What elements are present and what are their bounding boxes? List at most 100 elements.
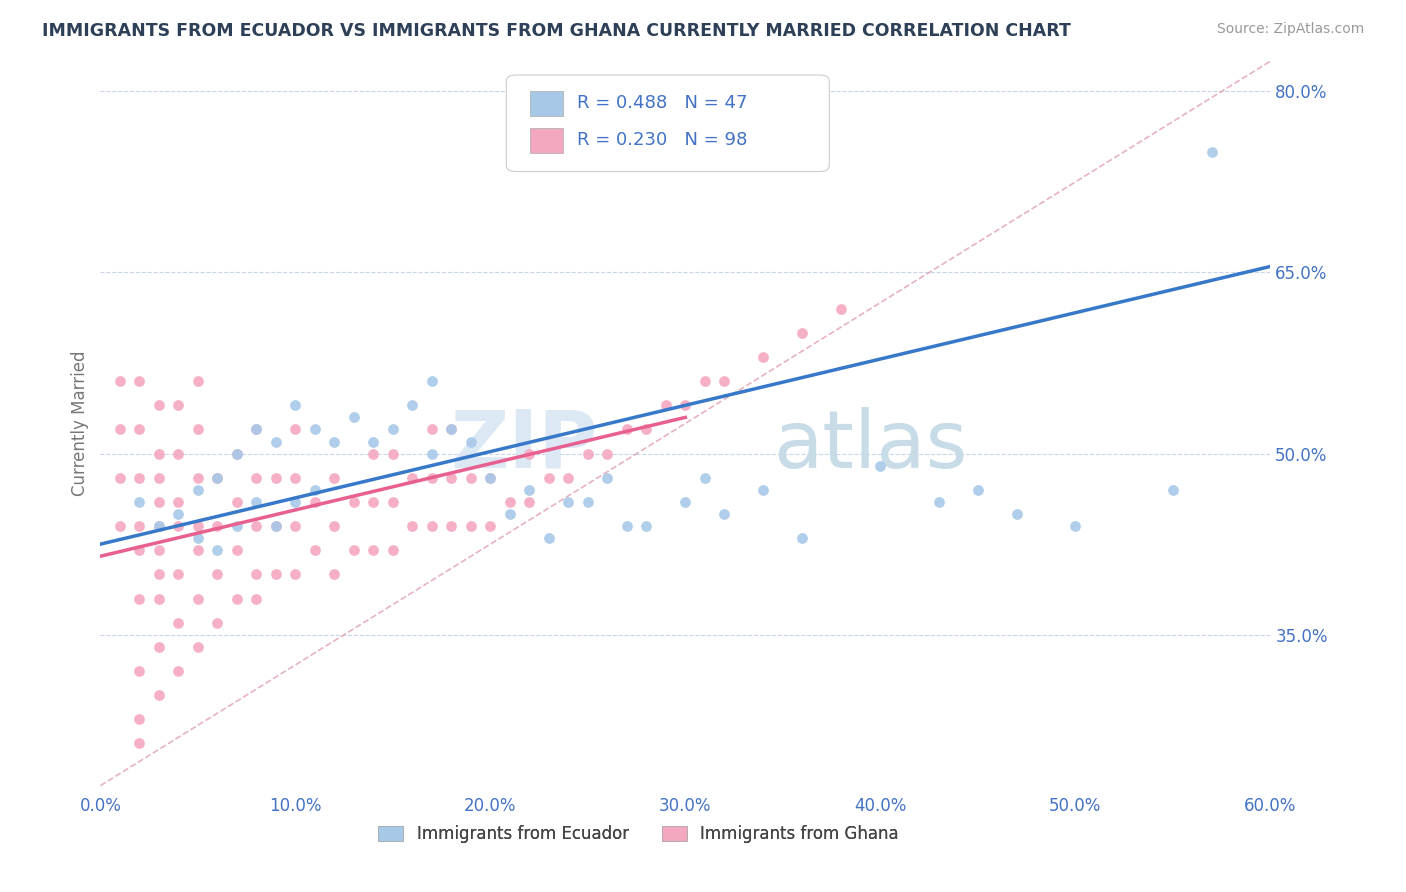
- Point: [343, 495, 366, 509]
- Point: [752, 483, 775, 497]
- Point: [693, 471, 716, 485]
- Point: [479, 471, 502, 485]
- Point: [479, 519, 502, 533]
- Point: [381, 543, 404, 558]
- Point: [108, 519, 131, 533]
- Point: [363, 434, 385, 449]
- Point: [460, 471, 482, 485]
- Point: [187, 519, 209, 533]
- Point: [207, 567, 229, 582]
- Point: [207, 471, 229, 485]
- Point: [381, 495, 404, 509]
- Point: [128, 374, 150, 388]
- Point: [673, 495, 696, 509]
- Point: [363, 447, 385, 461]
- Point: [167, 398, 190, 412]
- Point: [148, 519, 170, 533]
- Point: [187, 640, 209, 654]
- Point: [128, 519, 150, 533]
- Point: [128, 712, 150, 726]
- Point: [245, 591, 267, 606]
- Point: [420, 471, 443, 485]
- Text: R = 0.230   N = 98: R = 0.230 N = 98: [576, 131, 747, 149]
- Point: [264, 519, 287, 533]
- Point: [928, 495, 950, 509]
- Point: [323, 567, 346, 582]
- Point: [167, 447, 190, 461]
- Point: [167, 567, 190, 582]
- Text: Source: ZipAtlas.com: Source: ZipAtlas.com: [1216, 22, 1364, 37]
- Point: [792, 326, 814, 340]
- Point: [381, 447, 404, 461]
- Point: [420, 447, 443, 461]
- Point: [693, 374, 716, 388]
- Point: [420, 374, 443, 388]
- Point: [596, 447, 619, 461]
- Point: [830, 301, 852, 316]
- Point: [363, 495, 385, 509]
- Point: [284, 495, 307, 509]
- FancyBboxPatch shape: [530, 128, 562, 153]
- Point: [616, 422, 638, 436]
- Point: [128, 495, 150, 509]
- Point: [128, 471, 150, 485]
- Point: [1064, 519, 1087, 533]
- Point: [108, 422, 131, 436]
- Point: [187, 374, 209, 388]
- Point: [576, 495, 599, 509]
- Point: [636, 422, 658, 436]
- Point: [557, 471, 579, 485]
- Point: [148, 688, 170, 702]
- Point: [128, 422, 150, 436]
- Point: [304, 422, 326, 436]
- Point: [148, 519, 170, 533]
- Point: [245, 519, 267, 533]
- Point: [187, 422, 209, 436]
- Point: [225, 495, 247, 509]
- Point: [148, 447, 170, 461]
- Point: [752, 350, 775, 364]
- Point: [264, 434, 287, 449]
- Point: [245, 471, 267, 485]
- Point: [323, 519, 346, 533]
- Point: [792, 531, 814, 545]
- Point: [187, 591, 209, 606]
- Point: [128, 736, 150, 750]
- Point: [245, 422, 267, 436]
- Point: [128, 543, 150, 558]
- Point: [636, 519, 658, 533]
- Point: [187, 531, 209, 545]
- Point: [148, 567, 170, 582]
- Point: [304, 543, 326, 558]
- Point: [557, 495, 579, 509]
- Point: [576, 447, 599, 461]
- Point: [537, 531, 560, 545]
- Point: [966, 483, 988, 497]
- Point: [401, 471, 423, 485]
- Point: [245, 567, 267, 582]
- Point: [128, 591, 150, 606]
- Point: [460, 519, 482, 533]
- Point: [264, 519, 287, 533]
- Point: [537, 471, 560, 485]
- Point: [440, 422, 463, 436]
- Point: [616, 519, 638, 533]
- Point: [517, 495, 540, 509]
- Point: [517, 447, 540, 461]
- Point: [167, 507, 190, 521]
- Point: [207, 471, 229, 485]
- Point: [225, 519, 247, 533]
- Point: [323, 471, 346, 485]
- Point: [187, 483, 209, 497]
- Point: [440, 422, 463, 436]
- Y-axis label: Currently Married: Currently Married: [72, 351, 89, 496]
- Point: [108, 471, 131, 485]
- FancyBboxPatch shape: [506, 75, 830, 171]
- Point: [284, 471, 307, 485]
- FancyBboxPatch shape: [530, 91, 562, 116]
- Point: [167, 495, 190, 509]
- Point: [460, 434, 482, 449]
- Point: [440, 519, 463, 533]
- Point: [148, 640, 170, 654]
- Point: [420, 422, 443, 436]
